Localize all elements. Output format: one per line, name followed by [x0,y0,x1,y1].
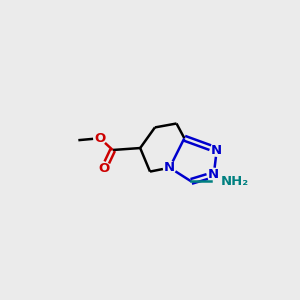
Text: NH₂: NH₂ [221,175,249,188]
Text: O: O [94,132,106,145]
Text: N: N [164,161,175,174]
Text: O: O [98,162,110,175]
Text: N: N [208,168,219,181]
Text: N: N [211,143,222,157]
